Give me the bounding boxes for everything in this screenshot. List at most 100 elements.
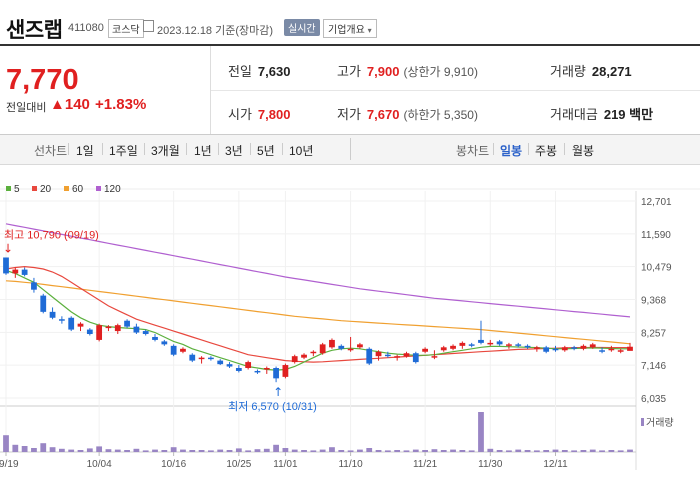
candle-chart-label: 봉차트: [456, 144, 490, 158]
period-tab-3m[interactable]: 3개월: [151, 144, 180, 158]
volume-bar: [459, 450, 466, 452]
base-date: 2023.12.18 기준(장마감): [157, 25, 274, 37]
candle-body: [198, 357, 205, 360]
candle-body: [459, 342, 466, 346]
candle-body: [431, 356, 438, 358]
candle-body: [394, 356, 401, 358]
candle-body: [403, 353, 410, 357]
volume-bar: [263, 448, 270, 452]
volume-bar: [105, 449, 112, 452]
volume-bar: [468, 450, 475, 452]
period-tab-1w[interactable]: 1주일: [109, 144, 138, 158]
candle-body: [263, 368, 270, 370]
legend-label: 5: [14, 184, 20, 195]
candle-body: [3, 257, 9, 274]
volume-bar: [524, 450, 531, 452]
volume-bar: [301, 450, 307, 452]
candle-tab-weekly[interactable]: 주봉: [535, 144, 558, 158]
volume-bar: [487, 448, 494, 452]
candle-body: [319, 344, 326, 354]
line-chart-label: 선차트: [34, 144, 68, 158]
candle-body: [357, 344, 363, 348]
open-label: 시가: [228, 107, 252, 122]
volume-bar: [198, 450, 205, 452]
volume-bar: [357, 449, 363, 452]
candle-body: [589, 344, 596, 348]
candle-tab-daily[interactable]: 일봉: [500, 144, 523, 158]
candle-body: [450, 345, 456, 349]
period-tab-1y[interactable]: 1년: [194, 144, 212, 158]
volume-bar: [254, 449, 261, 452]
x-tick-label: 11/21: [413, 459, 438, 470]
period-tab-10y[interactable]: 10년: [289, 144, 314, 158]
ma20-line: [5, 265, 630, 363]
day-low: 저가 7,670 (하한가 5,350): [337, 104, 478, 123]
volume-value: 28,271: [591, 64, 632, 79]
volume-bar: [617, 450, 624, 452]
candle-body: [599, 350, 605, 352]
candle-body: [571, 347, 578, 349]
volume-bar: [124, 450, 130, 452]
day-high: 고가 7,900 (상한가 9,910): [337, 61, 478, 80]
company-info-dropdown[interactable]: 기업개요 ▾: [323, 19, 377, 38]
legend-swatch: [96, 186, 101, 191]
volume-bar: [58, 448, 65, 452]
day-high-label: 고가: [337, 64, 361, 79]
candle-body: [347, 348, 354, 351]
candle-body: [217, 360, 224, 365]
open-price: 시가 7,800: [228, 104, 290, 123]
realtime-button[interactable]: 실시간: [284, 19, 320, 36]
tab-separator: [68, 143, 69, 155]
candle-body: [96, 325, 103, 340]
ma60-line: [5, 280, 631, 345]
candle-body: [533, 347, 540, 349]
period-tab-5y[interactable]: 5년: [257, 144, 275, 158]
tab-separator: [528, 143, 529, 155]
tab-separator: [218, 143, 219, 155]
legend-swatch: [64, 186, 69, 191]
candle-body: [384, 354, 391, 357]
candle-body: [170, 345, 177, 355]
down-arrow-icon: ↓: [3, 241, 13, 255]
tab-separator: [564, 143, 565, 155]
candle-body: [375, 351, 382, 357]
candle-body: [105, 326, 112, 329]
volume-bar: [552, 449, 559, 452]
volume-bar: [319, 449, 326, 452]
y-tick-label: 12,701: [641, 197, 672, 208]
volume-bar: [329, 447, 335, 452]
tab-separator: [282, 143, 283, 155]
volume-bar: [384, 450, 391, 452]
candle-body: [86, 329, 93, 335]
chevron-down-icon: ▾: [367, 26, 372, 35]
candle-body: [496, 341, 503, 345]
y-tick-label: 10,479: [641, 263, 672, 274]
volume-bar: [496, 450, 503, 452]
price-change: ▲140: [50, 96, 90, 113]
upper-limit: (상한가 9,910): [403, 65, 478, 79]
volume-bar: [217, 449, 224, 452]
legend-label: 60: [72, 184, 84, 195]
x-tick-label: 11/10: [338, 459, 363, 470]
candle-tab-monthly[interactable]: 월봉: [572, 144, 595, 158]
volume-bar: [282, 448, 289, 452]
candle-body: [189, 354, 196, 361]
volume-bar: [31, 448, 37, 452]
candle-body: [114, 325, 121, 332]
header-divider: [0, 44, 700, 46]
volume-bar: [133, 448, 140, 452]
up-triangle-icon: ▲: [50, 96, 65, 113]
x-tick-label: 11/01: [273, 459, 298, 470]
period-tab-3y[interactable]: 3년: [225, 144, 243, 158]
volume-bar: [627, 449, 633, 452]
period-tab-1d[interactable]: 1일: [76, 144, 94, 158]
volume-bar: [580, 450, 587, 452]
tab-separator: [186, 143, 187, 155]
stock-name: 샌즈랩: [6, 19, 63, 42]
candle-body: [226, 364, 233, 367]
candle-body: [180, 348, 186, 352]
volume-bar: [114, 449, 121, 452]
volume-bar: [68, 449, 75, 452]
candle-body: [12, 269, 19, 274]
